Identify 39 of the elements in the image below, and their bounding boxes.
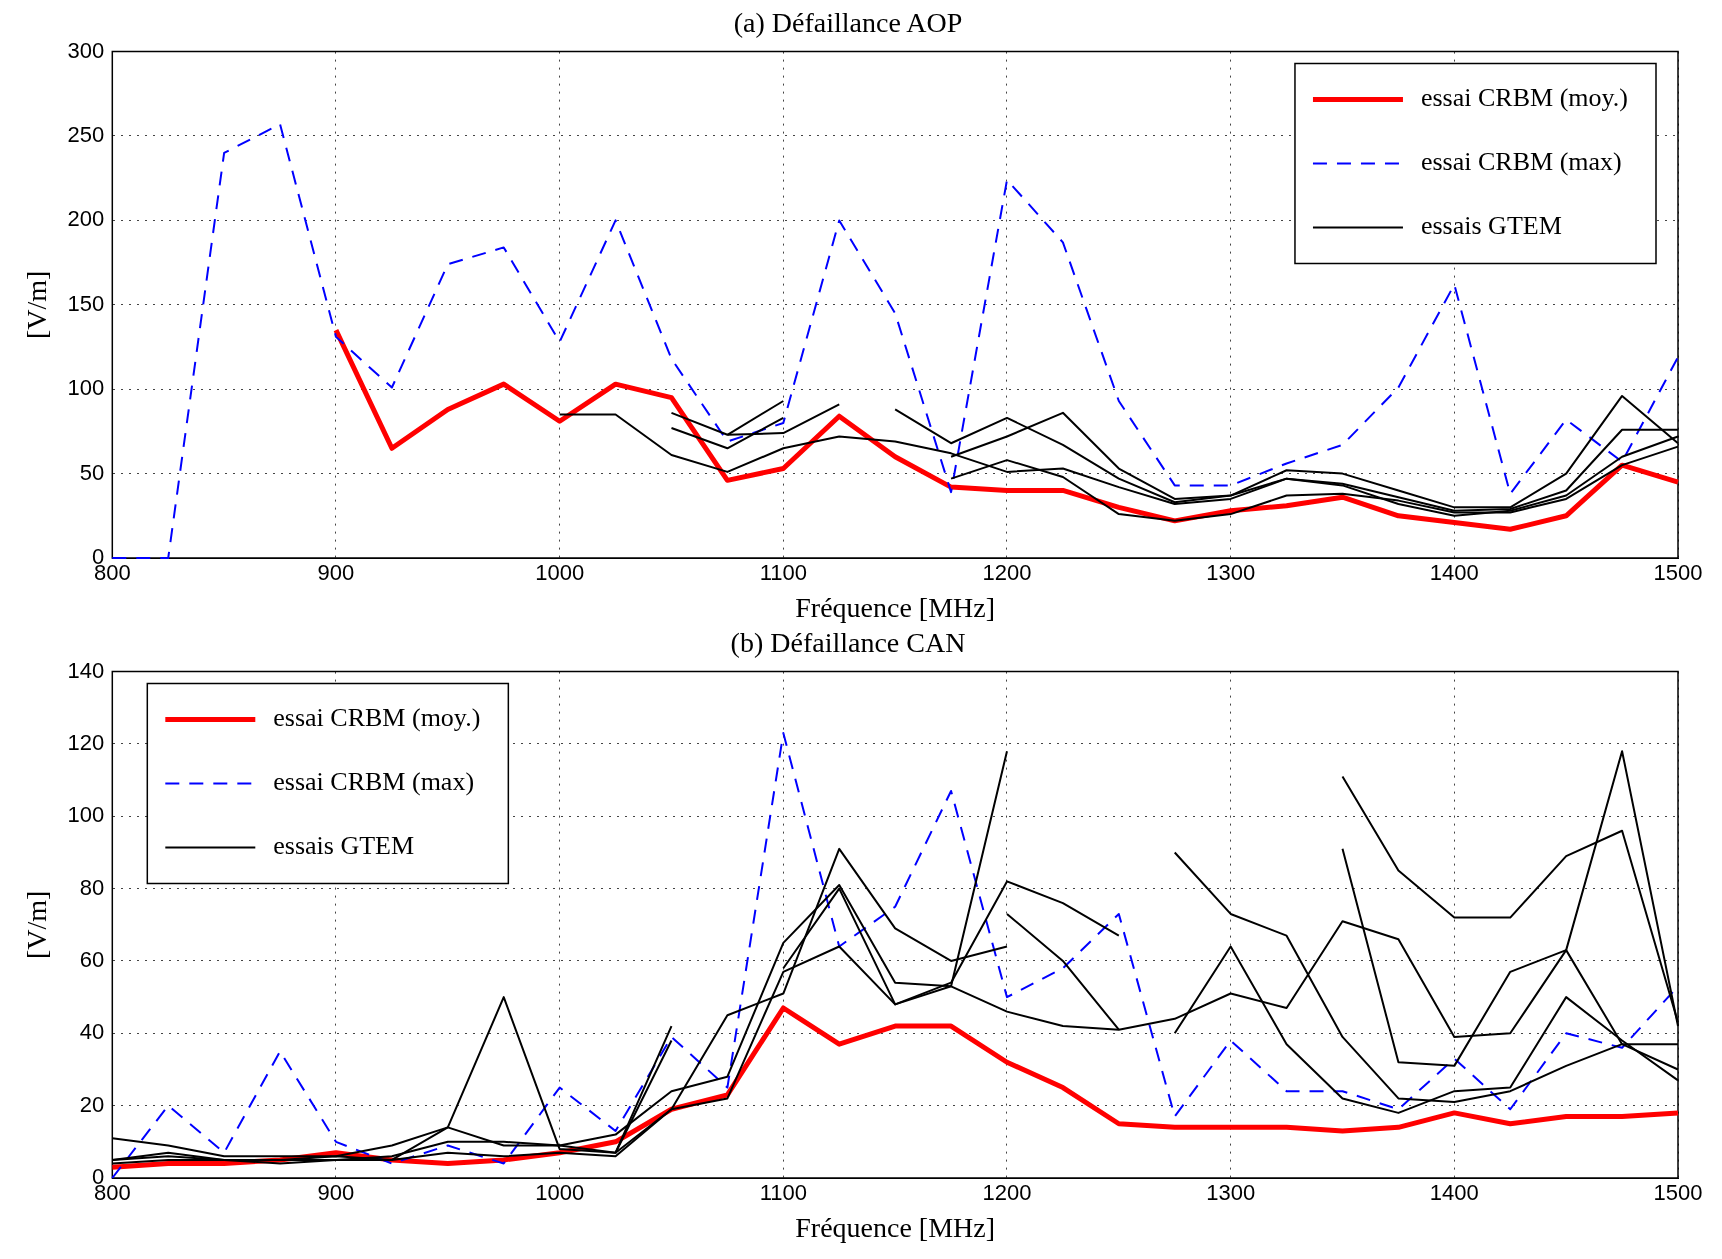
legend-label: essais GTEM [1420,211,1562,241]
x-tick-label: 1000 [535,560,585,586]
x-tick-label: 1100 [759,560,807,586]
y-tick-label: 100 [67,375,105,401]
y-tick-label: 150 [67,290,105,316]
y-tick-label: 50 [79,459,105,485]
y-tick-label: 300 [67,37,105,63]
x-tick-label: 1200 [982,1180,1032,1206]
y-tick-label: 250 [67,122,105,148]
x-tick-label: 1400 [1429,1180,1479,1206]
x-tick-label: 1100 [759,1180,807,1206]
y-tick-label: 100 [67,802,105,828]
legend-label: essais GTEM [273,831,415,861]
legend-label: essai CRBM (moy.) [273,703,481,733]
x-tick-label: 1500 [1653,560,1703,586]
x-tick-label: 1000 [535,1180,585,1206]
y-tick-label: 80 [79,874,105,900]
x-tick-label: 1300 [1206,560,1256,586]
y-tick-label: 140 [67,657,105,683]
x-axis-title: Fréquence [MHz] [795,591,996,623]
x-axis-title: Fréquence [MHz] [795,1211,996,1243]
chart-title: (a) Défaillance AOP [733,7,963,39]
y-tick-label: 20 [79,1091,105,1117]
x-tick-label: 1500 [1653,1180,1703,1206]
x-tick-label: 900 [317,1180,355,1206]
legend-label: essai CRBM (moy.) [1420,83,1629,113]
y-axis-title: [V/m] [21,270,53,340]
y-tick-label: 200 [67,206,105,232]
legend-label: essai CRBM (max) [1420,147,1622,177]
y-axis-title: [V/m] [21,890,53,960]
y-tick-label: 60 [79,947,105,973]
x-tick-label: 1200 [982,560,1032,586]
chart-title: (b) Défaillance CAN [730,627,966,659]
x-tick-label: 1300 [1206,1180,1256,1206]
y-tick-label: 40 [79,1019,105,1045]
x-tick-label: 900 [317,560,355,586]
y-tick-label: 120 [67,730,105,756]
x-tick-label: 1400 [1429,560,1479,586]
legend-label: essai CRBM (max) [273,767,475,797]
